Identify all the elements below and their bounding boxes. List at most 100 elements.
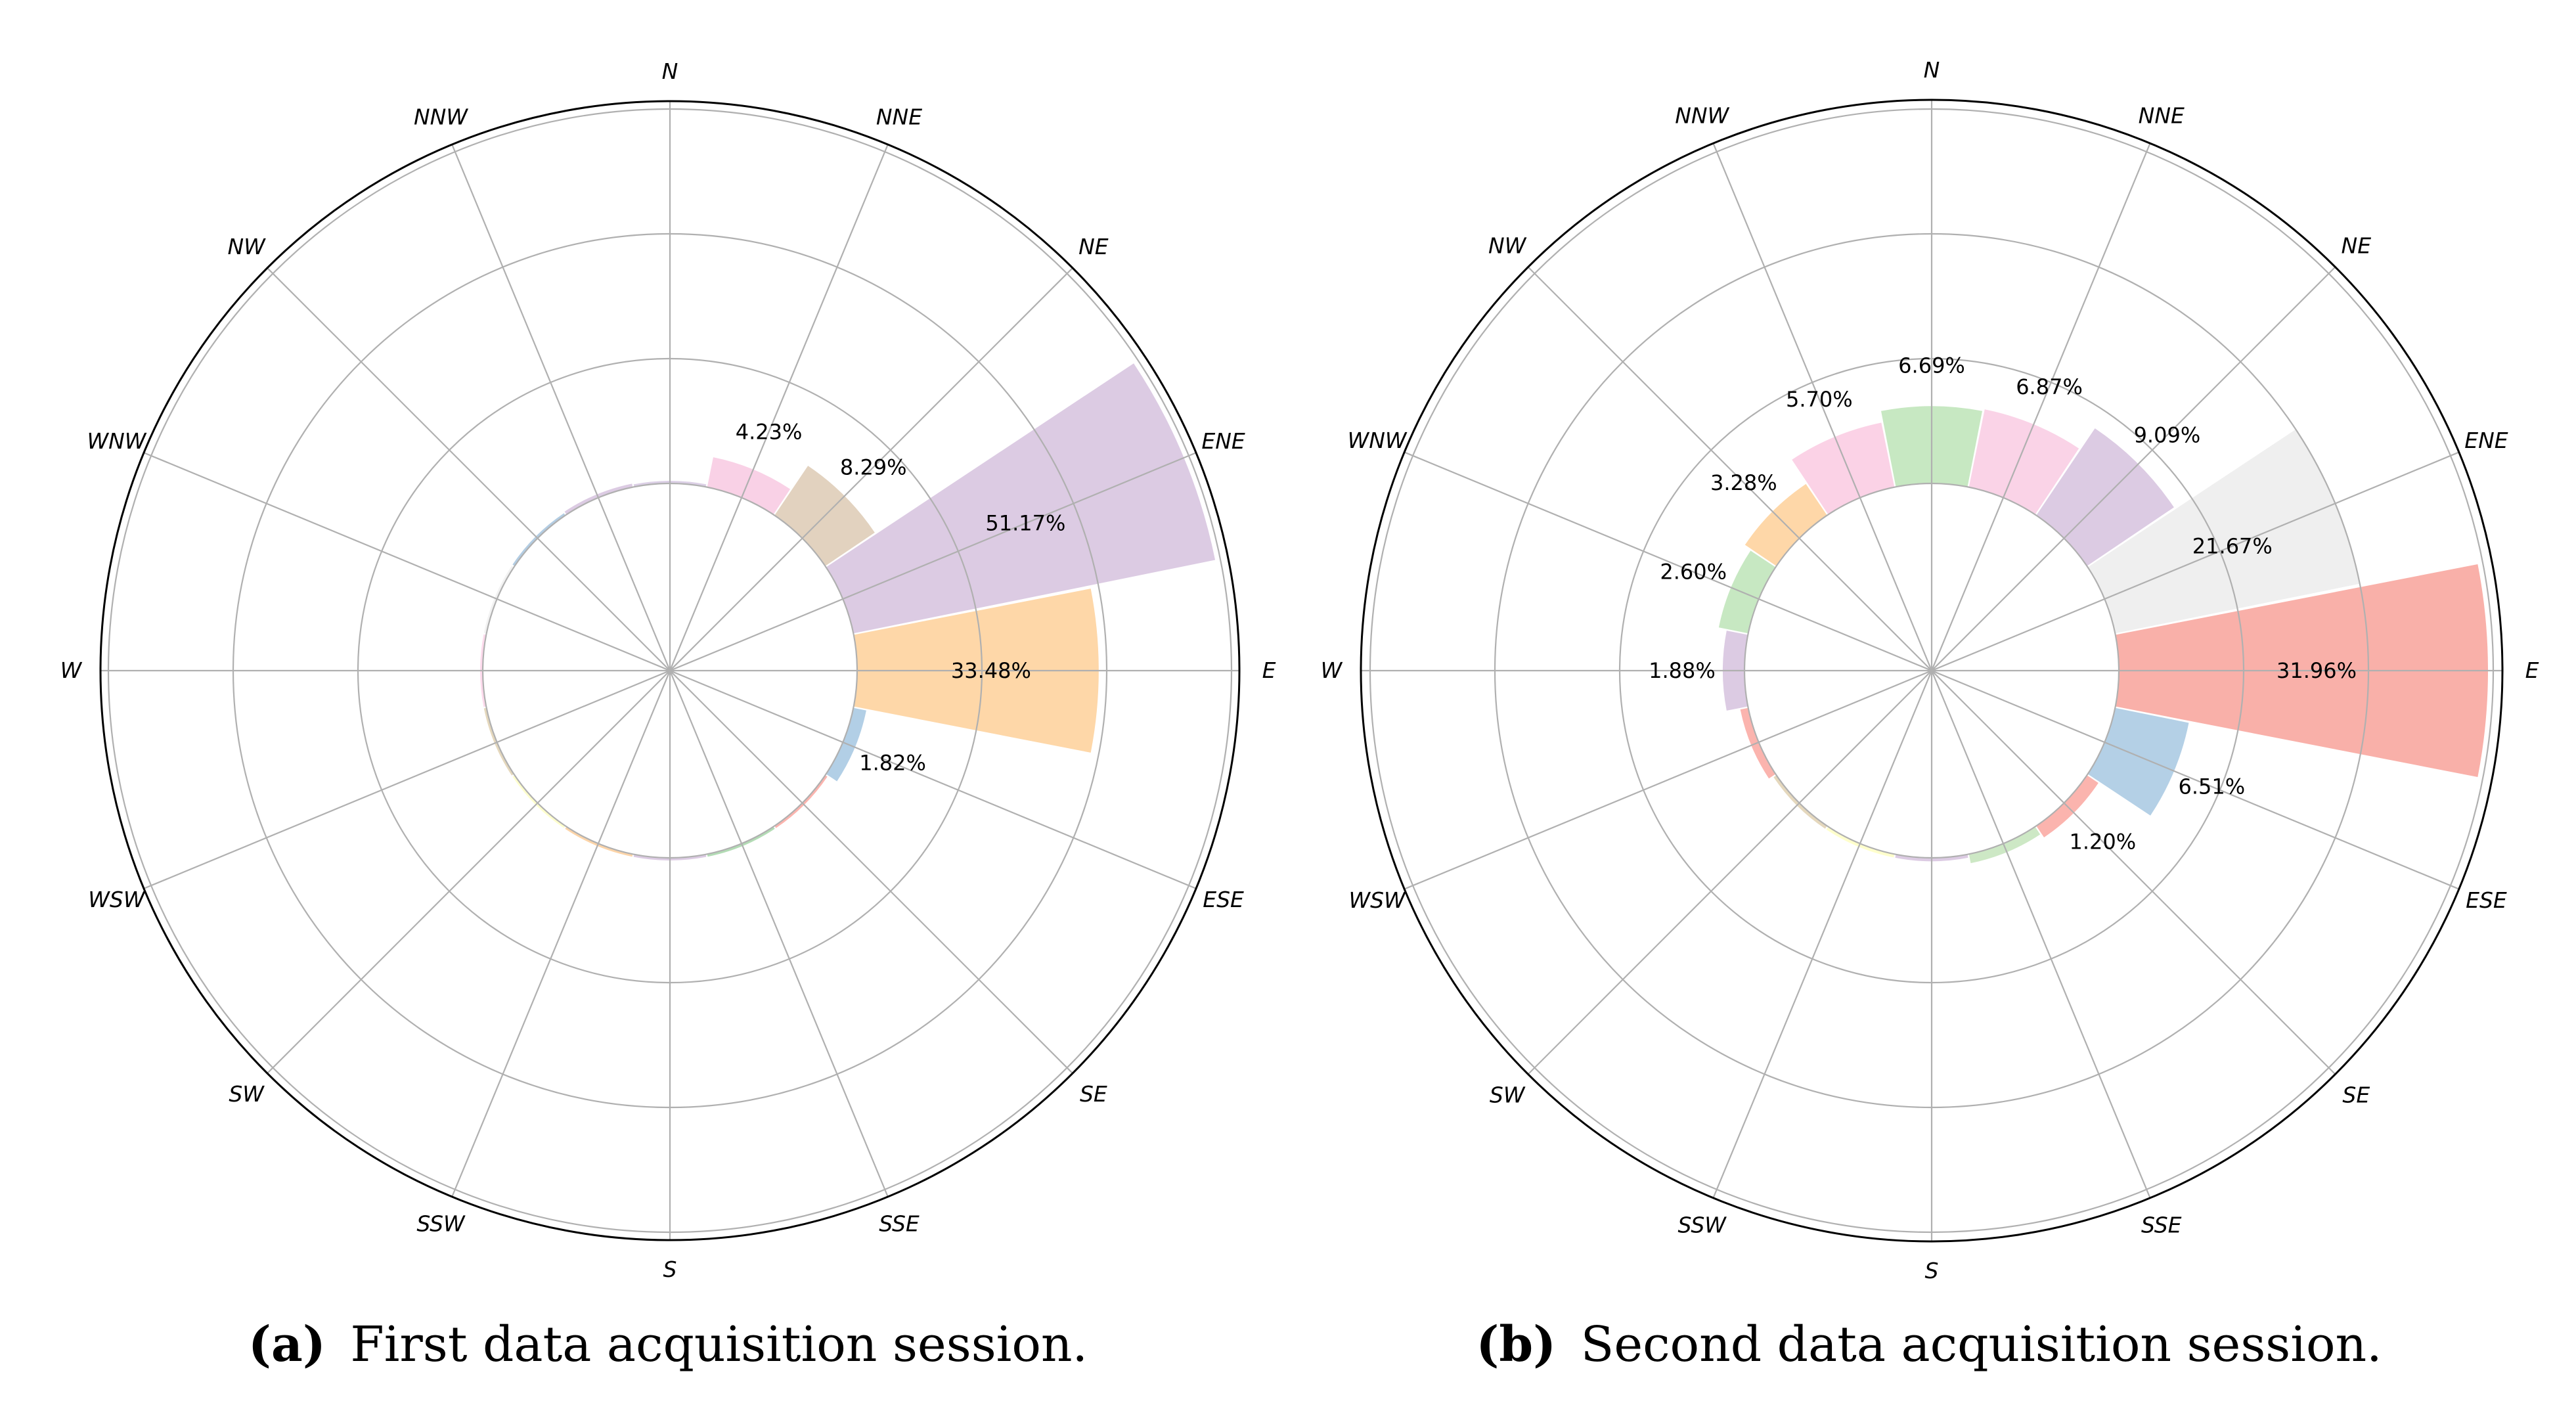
direction-label-n: N: [662, 58, 678, 84]
grid-spoke: [267, 267, 671, 671]
grid-spoke: [669, 267, 1073, 671]
bar-nnw: [1792, 422, 1895, 515]
direction-label-ese: ESE: [1203, 887, 1244, 912]
caption-a-letter: (a): [248, 1316, 326, 1373]
bar-ese: [826, 707, 866, 782]
grid-spoke: [1931, 670, 2336, 1075]
grid-spoke: [451, 144, 671, 671]
direction-label-sse: SSE: [2141, 1212, 2182, 1237]
direction-label-wnw: WNW: [1348, 428, 1408, 453]
direction-label-ene: ENE: [1201, 428, 1245, 454]
grid-spoke: [669, 670, 889, 1197]
direction-label-nnw: NNW: [414, 104, 468, 129]
bar-ene: [2087, 429, 2361, 634]
direction-label-e: E: [2525, 657, 2539, 683]
direction-label-sw: SW: [1490, 1082, 1526, 1107]
direction-label-s: S: [663, 1257, 677, 1282]
caption-b-letter: (b): [1476, 1316, 1556, 1373]
bar-nne: [1968, 409, 2079, 515]
polar-frame: [99, 100, 1241, 1241]
grid-spoke: [1931, 669, 2460, 890]
grid-spoke: [669, 670, 1073, 1074]
bar-sse: [707, 826, 775, 857]
caption-a: (a) First data acquisition session.: [248, 1316, 1088, 1373]
bar-ssw: [565, 826, 633, 857]
wind-rose-panel-a: N NNE NE ENE E ESE SE SSE S SSW SW WSW W WNW NW NNW 4.23…: [60, 58, 1276, 1282]
direction-label-ne: NE: [1078, 234, 1109, 259]
direction-label-s: S: [1925, 1258, 1939, 1283]
direction-label-e: E: [1262, 657, 1276, 683]
caption-b-text: Second data acquisition session.: [1581, 1316, 2382, 1373]
grid-spoke: [1712, 143, 1933, 671]
percent-label-n: 6.69%: [1898, 353, 1965, 378]
bar-n: [633, 481, 707, 487]
bar-ene: [826, 363, 1216, 634]
bar-s: [633, 854, 707, 861]
grid-spoke: [1931, 266, 2336, 671]
grid-spoke: [143, 452, 671, 672]
polar-frame: [1360, 99, 2504, 1243]
percent-label-nne: 4.23%: [736, 419, 803, 444]
grid-spoke: [1931, 451, 2460, 672]
grid-spoke: [143, 669, 671, 889]
grid-spoke: [1930, 670, 2151, 1199]
grid-spoke: [669, 669, 1197, 889]
direction-label-ssw: SSW: [416, 1211, 466, 1237]
direction-label-nne: NNE: [876, 104, 922, 129]
grid-spoke: [1404, 451, 1932, 672]
bar-ese: [2087, 707, 2189, 816]
percent-label-e: 33.48%: [951, 658, 1031, 683]
direction-label-nw: NW: [227, 234, 266, 259]
grid-spoke: [1930, 143, 2151, 671]
direction-label-wnw: WNW: [87, 428, 146, 454]
percent-label-ene: 21.67%: [2192, 533, 2273, 558]
bar-w: [480, 634, 487, 707]
bar-sw: [1773, 775, 1827, 829]
grid-spoke: [1527, 266, 1932, 671]
direction-label-ssw: SSW: [1678, 1212, 1727, 1237]
direction-label-wsw: WSW: [88, 887, 146, 912]
bar-nne: [707, 457, 791, 515]
percent-label-nne: 6.87%: [2016, 374, 2083, 399]
direction-label-nnw: NNW: [1675, 103, 1729, 129]
direction-label-ne: NE: [2342, 233, 2372, 259]
bar-wnw: [483, 566, 514, 634]
grid-spoke: [669, 144, 889, 671]
percent-label-se: 1.20%: [2069, 829, 2136, 854]
grid-spoke: [451, 670, 671, 1197]
caption-a-text: First data acquisition session.: [350, 1316, 1088, 1373]
direction-label-w: W: [1321, 657, 1343, 683]
percent-label-ese: 6.51%: [2179, 774, 2246, 799]
percent-label-nnw: 5.70%: [1786, 387, 1853, 412]
grid-spoke: [1712, 670, 1933, 1199]
direction-label-se: SE: [1080, 1081, 1107, 1107]
direction-label-sse: SSE: [879, 1211, 920, 1237]
direction-label-ese: ESE: [2466, 887, 2507, 913]
grid-spoke: [1404, 669, 1932, 890]
direction-label-nne: NNE: [2139, 103, 2185, 129]
bar-ssw: [1826, 826, 1895, 858]
grid-spoke: [669, 452, 1197, 672]
percent-label-wnw: 2.60%: [1660, 560, 1727, 585]
percent-label-nw: 3.28%: [1710, 470, 1777, 495]
direction-label-n: N: [1924, 57, 1940, 83]
grid-spoke: [267, 670, 671, 1074]
direction-label-wsw: WSW: [1348, 887, 1406, 913]
direction-label-ene: ENE: [2464, 428, 2508, 453]
percent-label-ne: 9.09%: [2134, 423, 2201, 448]
percent-label-ese: 1.82%: [859, 750, 926, 775]
bar-wnw: [1718, 550, 1776, 634]
percent-label-w: 1.88%: [1649, 658, 1716, 683]
percent-label-ene: 51.17%: [985, 511, 1065, 536]
direction-label-nw: NW: [1488, 233, 1527, 259]
bar-wsw: [483, 707, 514, 776]
direction-label-se: SE: [2342, 1082, 2370, 1107]
grid-spoke: [1527, 670, 1932, 1075]
direction-label-w: W: [60, 657, 83, 683]
caption-b: (b) Second data acquisition session.: [1476, 1316, 2382, 1373]
wind-rose-panel-b: N NNE NE ENE E ESE SE SSE S SSW SW WSW W WNW NW NNW 6.69…: [1321, 57, 2539, 1283]
percent-label-e: 31.96%: [2276, 658, 2357, 683]
percent-label-ne: 8.29%: [840, 455, 907, 479]
direction-label-sw: SW: [229, 1081, 265, 1107]
